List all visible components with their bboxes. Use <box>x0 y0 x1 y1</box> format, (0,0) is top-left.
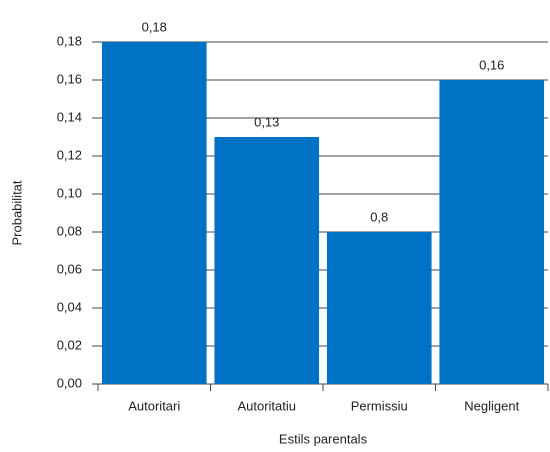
x-tick-label: Autoritatiu <box>237 398 296 413</box>
x-tick-label: Autoritari <box>128 398 180 413</box>
value-label: 0,16 <box>479 57 504 72</box>
bar <box>439 80 545 384</box>
value-label: 0,13 <box>254 114 279 129</box>
y-tick-label: 0,06 <box>57 261 82 276</box>
y-tick-label: 0,12 <box>57 147 82 162</box>
x-tick-label: Negligent <box>464 398 519 413</box>
bar <box>101 42 207 384</box>
x-tick-label: Permissiu <box>351 398 408 413</box>
y-tick-label: 0,08 <box>57 223 82 238</box>
y-tick-label: 0,14 <box>57 109 82 124</box>
y-tick-label: 0,00 <box>57 375 82 390</box>
y-tick-label: 0,10 <box>57 185 82 200</box>
y-tick-label: 0,04 <box>57 299 82 314</box>
y-tick-label: 0,02 <box>57 337 82 352</box>
y-tick-label: 0,18 <box>57 33 82 48</box>
x-axis-title: Estils parentals <box>279 431 368 446</box>
bar <box>326 232 432 384</box>
bar <box>214 137 320 384</box>
value-label: 0,18 <box>142 19 167 34</box>
y-tick-label: 0,16 <box>57 71 82 86</box>
y-axis-title: Probabilitat <box>9 180 24 245</box>
value-label: 0,8 <box>370 209 388 224</box>
